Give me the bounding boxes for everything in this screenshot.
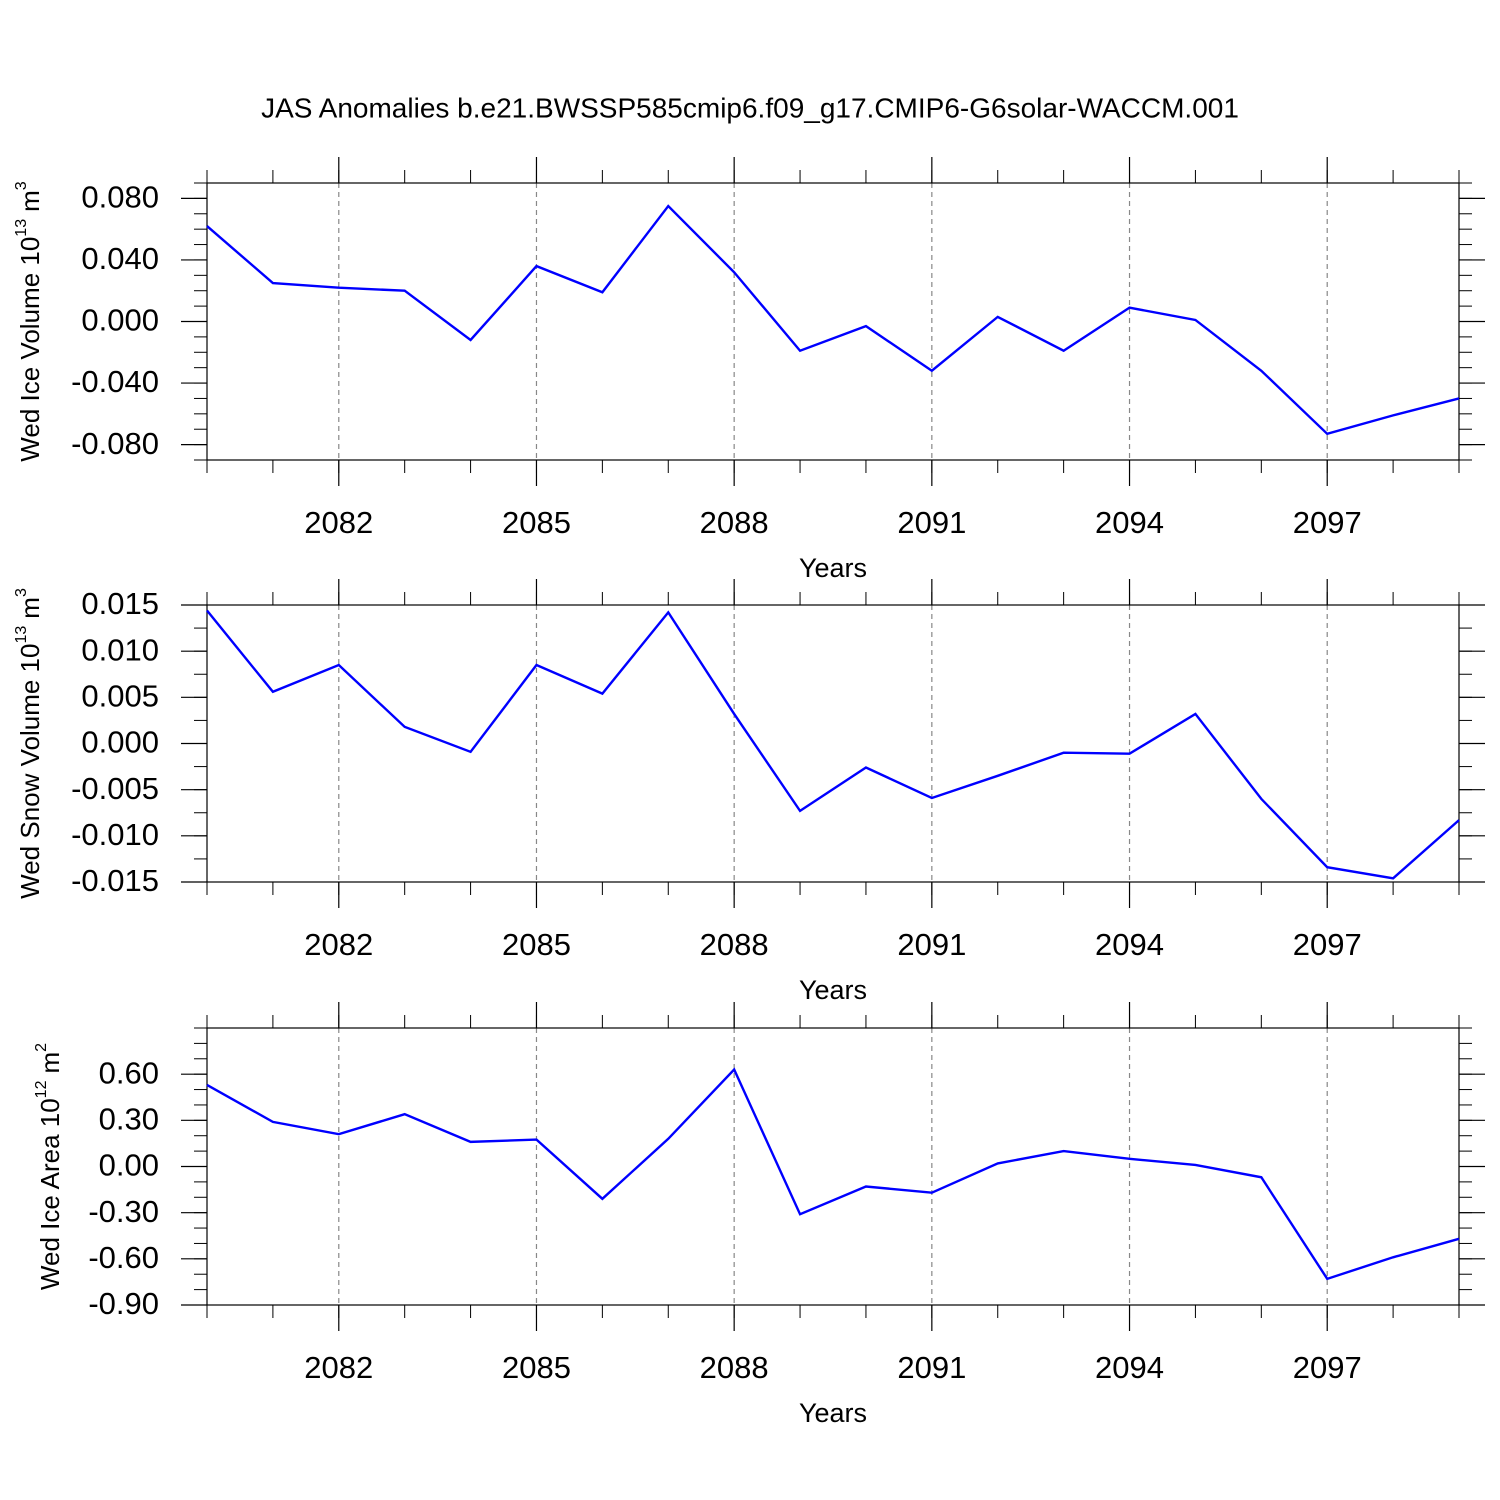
x-tick-label: 2094 bbox=[1095, 1350, 1164, 1385]
plot-frame bbox=[206, 604, 1460, 883]
chart-title: JAS Anomalies b.e21.BWSSP585cmip6.f09_g1… bbox=[261, 92, 1239, 123]
y-label-unit: m bbox=[15, 190, 45, 212]
y-tick-label: -0.010 bbox=[71, 817, 159, 852]
y-axis-label: Wed Ice Area 1012 m2 bbox=[33, 1043, 65, 1290]
data-line bbox=[206, 1067, 1460, 1281]
x-tick-label: 2085 bbox=[502, 927, 571, 962]
y-tick-label: 0.30 bbox=[99, 1102, 159, 1137]
x-tick-label: 2094 bbox=[1095, 927, 1164, 962]
y-tick-label: 0.005 bbox=[81, 679, 159, 714]
x-tick-label: 2085 bbox=[502, 1350, 571, 1385]
x-tick-label: 2091 bbox=[897, 1350, 966, 1385]
y-tick-label: -0.30 bbox=[88, 1194, 159, 1229]
x-tick-label: 2082 bbox=[304, 1350, 373, 1385]
y-tick-label: -0.60 bbox=[88, 1240, 159, 1275]
x-tick-label: 2088 bbox=[700, 927, 769, 962]
x-axis-label: Years bbox=[799, 1398, 867, 1428]
x-tick-label: 2097 bbox=[1293, 505, 1362, 540]
y-axis-label: Wed Snow Volume 1013 m3 bbox=[13, 588, 45, 899]
x-tick-label: 2088 bbox=[700, 505, 769, 540]
y-tick-label: 0.040 bbox=[81, 241, 159, 276]
y-label-unit-exponent: 2 bbox=[33, 1043, 50, 1052]
y-label-text: Wed Ice Area 10 bbox=[35, 1098, 65, 1290]
x-tick-label: 2082 bbox=[304, 927, 373, 962]
data-line bbox=[206, 609, 1460, 880]
y-tick-label: 0.00 bbox=[99, 1148, 159, 1183]
y-tick-label: 0.60 bbox=[99, 1055, 159, 1090]
x-tick-label: 2097 bbox=[1293, 927, 1362, 962]
x-tick-label: 2091 bbox=[897, 505, 966, 540]
y-label-unit-exponent: 3 bbox=[13, 181, 30, 190]
plot-frame bbox=[206, 1027, 1460, 1306]
y-label-exponent: 12 bbox=[33, 1080, 50, 1098]
x-axis-label: Years bbox=[799, 553, 867, 583]
x-tick-label: 2085 bbox=[502, 505, 571, 540]
y-tick-label: 0.015 bbox=[81, 586, 159, 621]
y-tick-label: -0.015 bbox=[71, 863, 159, 898]
y-tick-label: 0.010 bbox=[81, 632, 159, 667]
y-tick-label: -0.080 bbox=[71, 426, 159, 461]
y-label-exponent: 13 bbox=[13, 219, 30, 237]
data-line bbox=[206, 204, 1460, 436]
x-tick-label: 2091 bbox=[897, 927, 966, 962]
y-label-unit: m bbox=[15, 597, 45, 619]
y-axis-label: Wed Ice Volume 1013 m3 bbox=[13, 181, 45, 461]
y-tick-label: 0.000 bbox=[81, 303, 159, 338]
y-tick-label: 0.080 bbox=[81, 180, 159, 215]
x-tick-label: 2094 bbox=[1095, 505, 1164, 540]
x-tick-label: 2097 bbox=[1293, 1350, 1362, 1385]
x-axis-label: Years bbox=[799, 975, 867, 1005]
x-tick-label: 2082 bbox=[304, 505, 373, 540]
plot-frame bbox=[206, 182, 1460, 461]
y-tick-label: 0.000 bbox=[81, 725, 159, 760]
y-label-exponent: 13 bbox=[13, 626, 30, 644]
y-tick-label: -0.90 bbox=[88, 1286, 159, 1321]
x-tick-label: 2088 bbox=[700, 1350, 769, 1385]
y-tick-label: -0.005 bbox=[71, 771, 159, 806]
y-label-unit-exponent: 3 bbox=[13, 588, 30, 597]
y-label-text: Wed Snow Volume 10 bbox=[15, 644, 45, 899]
y-tick-label: -0.040 bbox=[71, 364, 159, 399]
y-label-unit: m bbox=[35, 1052, 65, 1074]
y-label-text: Wed Ice Volume 10 bbox=[15, 237, 45, 462]
